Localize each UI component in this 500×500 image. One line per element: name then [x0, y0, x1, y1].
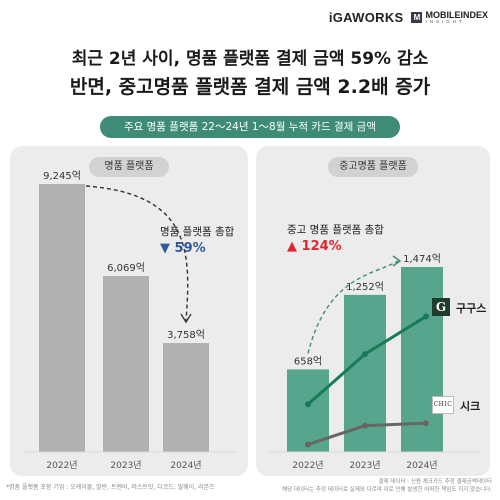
mobileindex-logo: M MOBILEINDEX INSIGHT [411, 9, 488, 25]
series-1-point-3 [423, 313, 429, 320]
secondhand-x-tick-1: 2022년 [292, 460, 323, 471]
secondhand-change-value: ▲ 124% [287, 239, 342, 254]
igaworks-logo: iGAWORKS [328, 10, 404, 25]
luxury-x-tick-3: 2024년 [170, 460, 201, 471]
headline-line-2: 반면, 중고명품 플랫폼 결제 금액 2.2배 증가 [69, 76, 431, 98]
secondhand-value-label-1: 658억 [294, 355, 322, 367]
gugus-series-label: 구구스 [456, 302, 487, 315]
series-2-point-1 [305, 441, 311, 448]
luxury-total-annotation: 명품 플랫폼 총합 ▼ 59% [160, 224, 234, 256]
mobileindex-name: MOBILEINDEX [425, 9, 488, 20]
footer-note-right: 결제 데이터 : 신용·체크카드 추정 결제금액데이터 해당 데이터는 추정 데… [282, 478, 492, 495]
chic-series-label: 시크 [460, 400, 481, 413]
secondhand-value-label-2: 1,252억 [346, 281, 384, 293]
secondhand-panel-title: 중고명품 플랫폼 [328, 157, 418, 177]
luxury-total-label: 명품 플랫폼 총합 [160, 226, 235, 238]
luxury-x-tick-2: 2023년 [110, 460, 141, 471]
luxury-value-label-3: 3,758억 [167, 329, 205, 341]
luxury-bar-1 [39, 184, 85, 452]
subtitle-pill: 주요 명품 플랫폼 22～24년 1～8월 누적 카드 결제 금액 [100, 116, 400, 138]
chic-logo: CHIC [432, 396, 454, 414]
series-2-point-2 [362, 422, 368, 429]
luxury-value-label-1: 9,245억 [43, 170, 81, 182]
luxury-value-label-2: 6,069억 [107, 262, 145, 274]
headline-line-1: 최근 2년 사이, 명품 플랫폼 결제 금액 59% 감소 [71, 49, 429, 69]
luxury-change-value: ▼ 59% [160, 241, 206, 256]
series-1-point-1 [305, 401, 311, 408]
footer-note-left: *명품 플랫폼 포함 기업 : 오케이몰, 발란, 트렌비, 머스트잇, 디코드… [6, 484, 215, 491]
secondhand-value-label-3: 1,474억 [403, 253, 441, 265]
luxury-bar-3 [163, 343, 209, 452]
mobileindex-logo-mark: M [411, 12, 423, 23]
secondhand-total-annotation: 중고 명품 플랫폼 총합 ▲ 124% [287, 222, 384, 254]
luxury-trend-arrow-head [180, 313, 192, 324]
secondhand-bar-1 [287, 369, 329, 452]
secondhand-total-label: 중고 명품 플랫폼 총합 [287, 224, 384, 236]
gugus-logo: G [432, 298, 450, 316]
secondhand-bar-3 [401, 267, 443, 452]
secondhand-x-tick-3: 2024년 [406, 460, 437, 471]
secondhand-trend-arrow-head [392, 255, 402, 267]
luxury-bar-2 [103, 276, 149, 452]
series-2-point-3 [423, 420, 429, 427]
luxury-trend-arrow [85, 185, 189, 322]
footer-note-right-line-1: 결제 데이터 : 신용·체크카드 추정 결제금액데이터 [378, 479, 492, 485]
brand-header: iGAWORKS M MOBILEINDEX INSIGHT [329, 10, 488, 25]
secondhand-x-tick-2: 2023년 [349, 460, 380, 471]
secondhand-trend-arrow [307, 260, 399, 354]
luxury-panel-title: 명품 플랫폼 [89, 157, 169, 177]
footer-note-right-line-2: 해당 데이터는 추정 데이터로 실제와 다르며 이로 인해 발생한 어떠한 책임… [282, 487, 492, 494]
series-1-point-2 [362, 351, 368, 358]
mobileindex-insight: INSIGHT [425, 18, 465, 24]
luxury-x-tick-1: 2022년 [46, 460, 77, 471]
